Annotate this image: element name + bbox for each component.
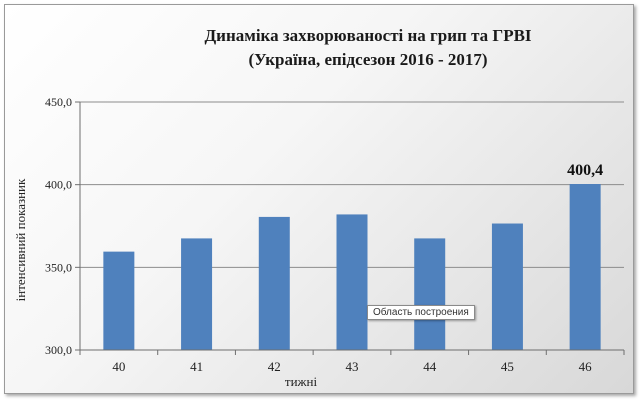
bar <box>336 214 368 350</box>
y-tick-label: 350,0 <box>45 260 72 274</box>
y-tick-label: 300,0 <box>45 343 72 357</box>
x-tick-label: 44 <box>423 359 437 374</box>
x-tick-label: 45 <box>501 359 514 374</box>
x-tick-label: 42 <box>268 359 281 374</box>
x-tick-label: 41 <box>190 359 203 374</box>
bar <box>414 238 446 350</box>
bars <box>103 184 601 350</box>
x-axis-label: тижні <box>285 374 318 389</box>
data-label: 400,4 <box>567 162 603 179</box>
x-tick-label: 40 <box>112 359 125 374</box>
axes: 300,0 350,0 400,0 450,0 40 41 42 43 44 45 46 400,4 <box>45 95 625 374</box>
chart-title-line-2: (Україна, епідсезон 2016 - 2017) <box>248 50 487 69</box>
bar <box>569 184 601 350</box>
y-axis-label: інтенсивний показник <box>13 178 28 301</box>
bar <box>258 216 290 350</box>
x-tick-label: 46 <box>579 359 593 374</box>
bar <box>103 251 135 350</box>
bar <box>491 223 523 350</box>
chart-title-line-1: Динаміка захворюваності на грип та ГРВІ <box>204 26 531 45</box>
plot-area-tooltip: Область построения <box>367 305 475 320</box>
x-tick-label: 43 <box>346 359 359 374</box>
y-tick-label: 400,0 <box>45 178 72 192</box>
bar <box>181 238 213 350</box>
y-tick-label: 450,0 <box>45 95 72 109</box>
